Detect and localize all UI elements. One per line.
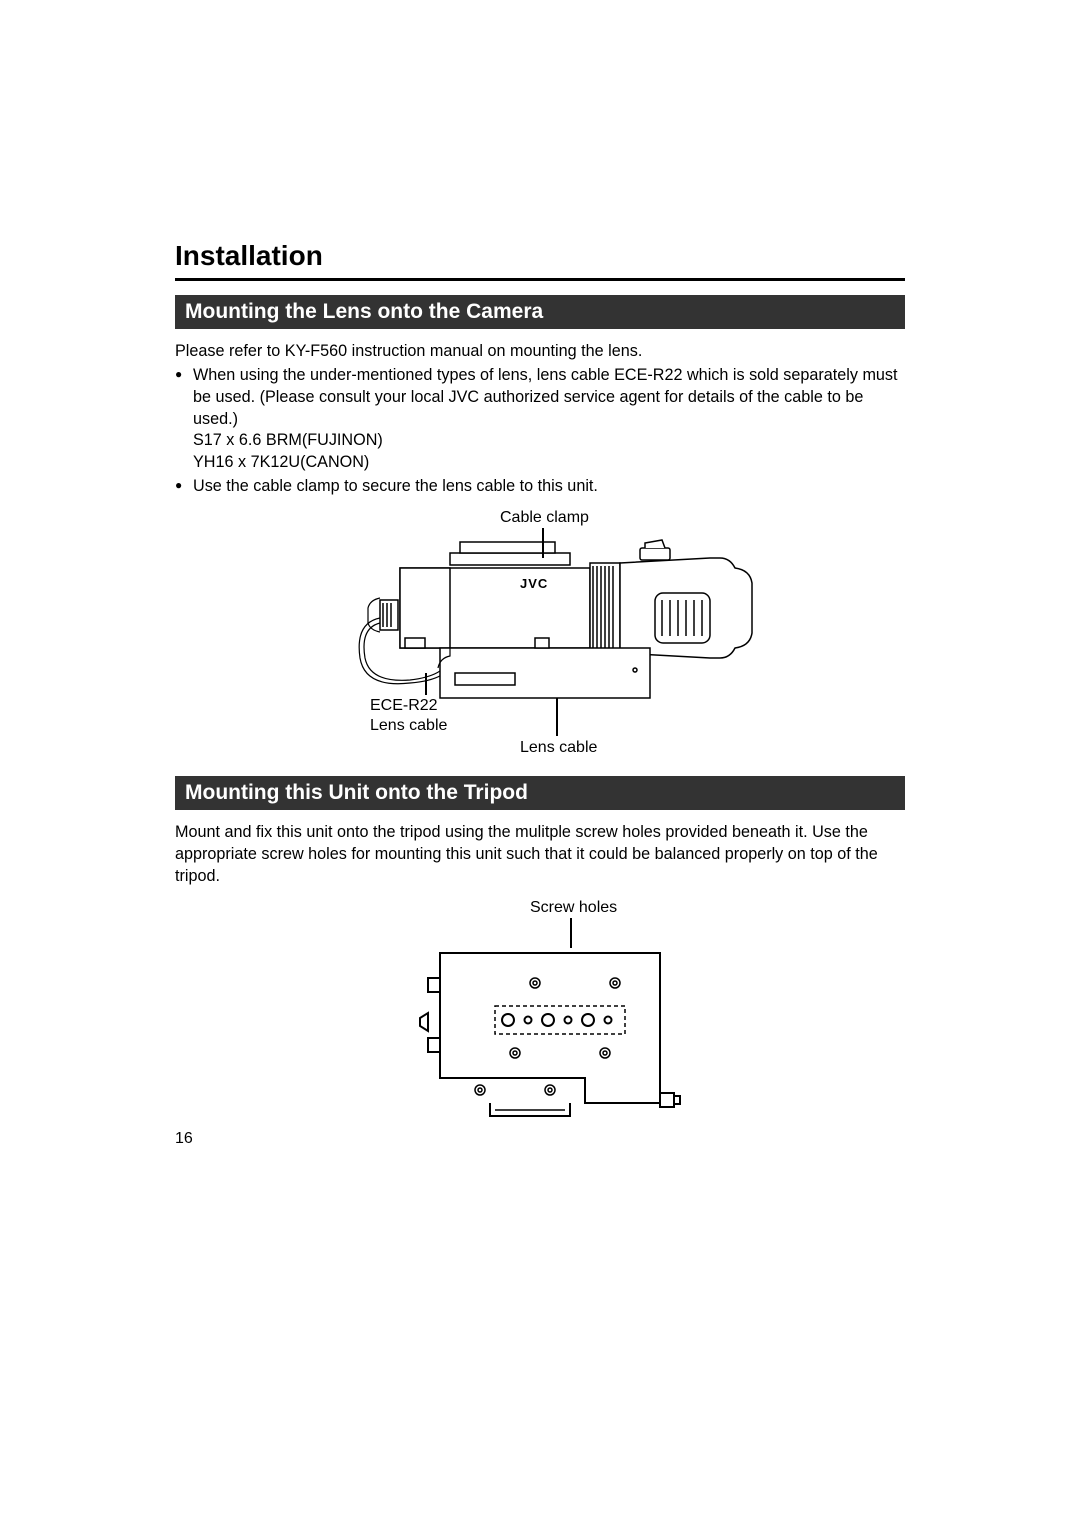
figure-tripod-plate: Screw holes — [360, 898, 720, 1138]
callout-ece-r22: ECE-R22 — [370, 696, 438, 716]
callout-line — [425, 673, 427, 695]
tripod-plate-svg — [360, 898, 720, 1138]
bullet-1-sub2: YH16 x 7K12U(CANON) — [193, 452, 905, 474]
intro-text-2: Mount and fix this unit onto the tripod … — [175, 822, 905, 888]
callout-line — [570, 918, 572, 948]
bullet-2: Use the cable clamp to secure the lens c… — [175, 476, 905, 498]
bullet-2-text: Use the cable clamp to secure the lens c… — [193, 477, 598, 495]
bullet-1-text: When using the under-mentioned types of … — [193, 366, 898, 428]
page-number: 16 — [175, 1130, 193, 1148]
callout-lens-cable-bottom: Lens cable — [520, 738, 597, 758]
section-header-tripod: Mounting this Unit onto the Tripod — [175, 776, 905, 810]
bullet-list-1: When using the under-mentioned types of … — [175, 365, 905, 498]
callout-line — [542, 528, 544, 558]
svg-text:JVC: JVC — [520, 576, 548, 591]
bullet-1-sub1: S17 x 6.6 BRM(FUJINON) — [193, 430, 905, 452]
page-title: Installation — [175, 240, 905, 281]
bullet-1: When using the under-mentioned types of … — [175, 365, 905, 474]
intro-text-1: Please refer to KY-F560 instruction manu… — [175, 341, 905, 363]
section-header-lens: Mounting the Lens onto the Camera — [175, 295, 905, 329]
callout-lens-cable-left: Lens cable — [370, 716, 447, 736]
figure-camera-lens: Cable clamp ECE-R22 Lens cable Lens cabl… — [310, 508, 770, 758]
callout-cable-clamp: Cable clamp — [500, 508, 589, 528]
callout-line — [556, 698, 558, 736]
callout-screw-holes: Screw holes — [530, 898, 617, 918]
